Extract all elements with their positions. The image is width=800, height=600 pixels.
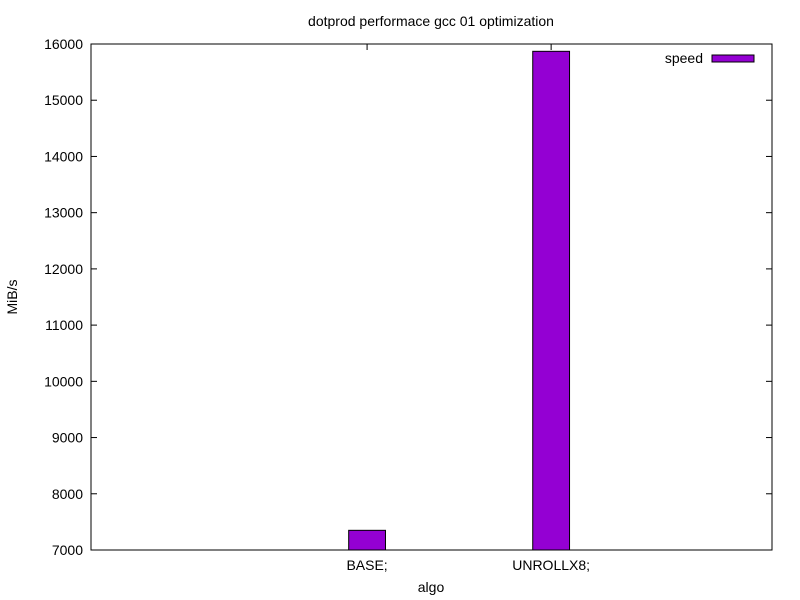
- legend: speed: [665, 50, 755, 66]
- y-tick-label: 12000: [44, 261, 83, 277]
- legend-label: speed: [665, 50, 703, 66]
- y-tick-label: 14000: [44, 148, 83, 164]
- y-axis-label: MiB/s: [4, 280, 20, 315]
- legend-swatch: [711, 54, 755, 63]
- plot-border: [90, 43, 773, 551]
- y-tick-label: 16000: [44, 36, 83, 52]
- y-tick-label: 7000: [52, 542, 83, 558]
- bar-unrollx8: [532, 50, 571, 551]
- y-tick-label: 10000: [44, 373, 83, 389]
- x-axis-label: algo: [418, 579, 445, 595]
- chart-title: dotprod performace gcc 01 optimization: [308, 13, 554, 29]
- y-tick-label: 11000: [45, 317, 83, 333]
- y-tick-label: 9000: [52, 430, 83, 446]
- tick-group: 7000 8000 9000 10000 11000 12000 13000 14000 150…: [44, 36, 772, 573]
- bar-base: [348, 529, 386, 551]
- bar-group: [348, 50, 571, 551]
- y-tick-label: 13000: [44, 205, 83, 221]
- x-tick-label: UNROLLX8;: [512, 557, 590, 573]
- x-tick-label: BASE;: [346, 557, 387, 573]
- y-tick-label: 8000: [52, 486, 83, 502]
- y-tick-label: 15000: [44, 92, 83, 108]
